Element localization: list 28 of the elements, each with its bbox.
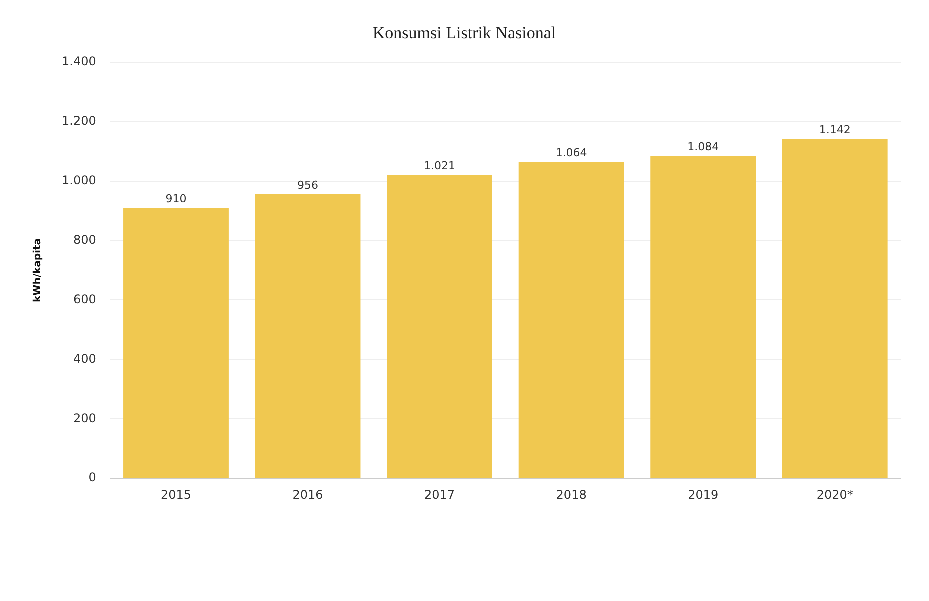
- chart-title: Konsumsi Listrik Nasional: [372, 24, 556, 43]
- bar: [518, 162, 624, 478]
- bar: [650, 156, 756, 478]
- bar: [782, 139, 888, 478]
- bar: [387, 175, 492, 478]
- x-tick-label: 2019: [688, 488, 719, 502]
- y-tick-label: 1.000: [62, 173, 96, 188]
- x-tick-label: 2020*: [816, 488, 854, 502]
- x-tick-label: 2018: [556, 488, 587, 502]
- data-label: 956: [298, 178, 319, 192]
- data-label: 1.142: [819, 123, 851, 136]
- bar: [255, 194, 361, 478]
- y-tick-label: 1.400: [62, 54, 96, 69]
- x-tick-label: 2017: [424, 488, 456, 502]
- data-label: 1.084: [688, 140, 720, 154]
- y-tick-label: 0: [88, 470, 96, 485]
- x-tick-label: 2016: [292, 488, 324, 502]
- y-tick-label: 400: [73, 352, 96, 366]
- data-label: 1.021: [424, 159, 456, 172]
- data-label: 1.064: [556, 146, 588, 160]
- y-axis-title: kWh/kapita: [32, 238, 44, 302]
- y-tick-label: 200: [73, 411, 96, 426]
- bar: [124, 208, 229, 478]
- data-label: 910: [166, 192, 187, 206]
- x-tick-label: 2015: [160, 488, 192, 502]
- y-tick-label: 600: [73, 292, 96, 306]
- y-tick-label: 800: [73, 232, 96, 247]
- y-tick-label: 1.200: [62, 114, 96, 128]
